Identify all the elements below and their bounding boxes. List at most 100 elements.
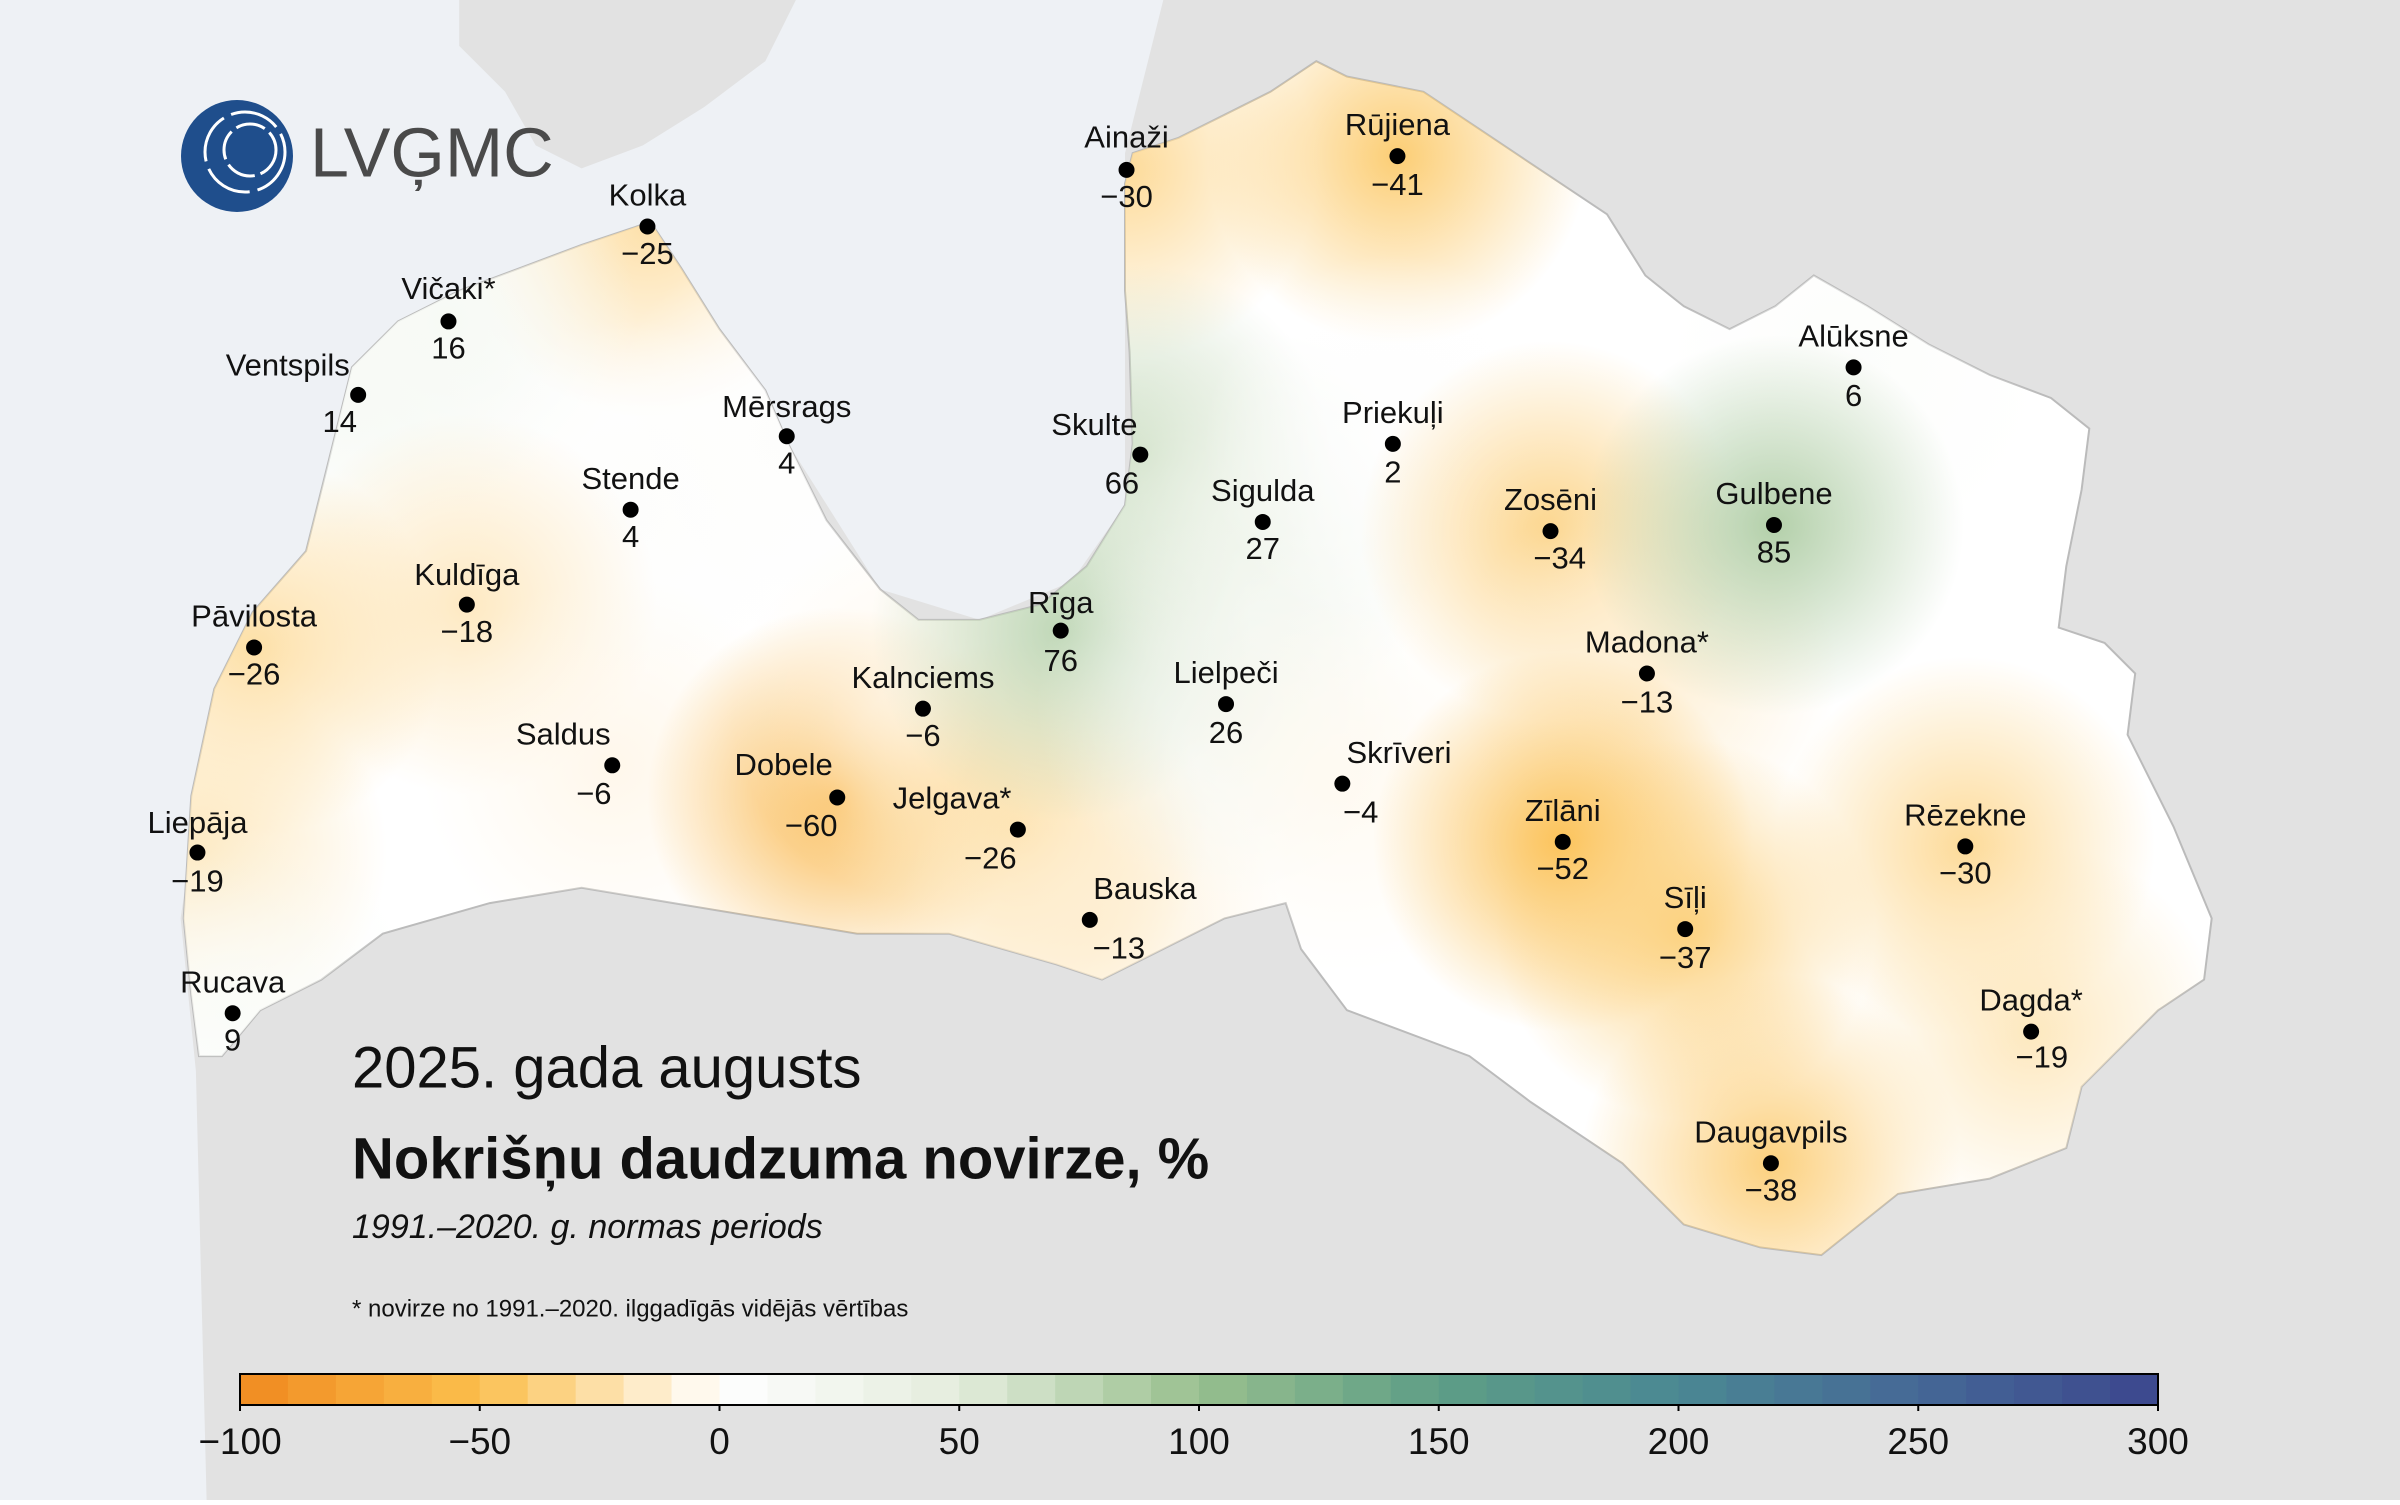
colorbar-step xyxy=(1870,1374,1919,1405)
station-dot xyxy=(829,789,846,806)
colorbar: −100 −50 0 50 100 150 200 250 300 xyxy=(198,1373,2189,1462)
colorbar-step xyxy=(719,1374,768,1405)
station-value: 85 xyxy=(1757,534,1791,569)
colorbar-tick-label: −100 xyxy=(198,1421,281,1462)
station-value: 4 xyxy=(622,519,639,554)
colorbar-step xyxy=(1486,1374,1536,1405)
station-dot xyxy=(1218,696,1235,713)
station-dot xyxy=(1334,775,1351,792)
colorbar-step xyxy=(815,1374,864,1405)
colorbar-step xyxy=(479,1374,529,1405)
station-value: −41 xyxy=(1371,167,1424,202)
station-value: −6 xyxy=(905,718,940,753)
station-name: Pāvilosta xyxy=(191,599,318,634)
station-value: −18 xyxy=(441,614,494,649)
station-name: Kuldīga xyxy=(414,557,520,592)
colorbar-step xyxy=(1199,1374,1248,1405)
station-dot xyxy=(1762,1155,1779,1172)
colorbar-step xyxy=(623,1374,673,1405)
colorbar-step xyxy=(1151,1374,1200,1405)
colorbar-step xyxy=(1966,1374,2015,1405)
station-value: −4 xyxy=(1343,794,1378,829)
station-name: Kolka xyxy=(609,178,687,213)
station-value: 4 xyxy=(778,445,795,480)
station-value: −37 xyxy=(1659,940,1712,975)
station-name: Bauska xyxy=(1093,871,1197,906)
station-dot xyxy=(639,218,656,235)
station-name: Daugavpils xyxy=(1694,1114,1847,1149)
colorbar-step xyxy=(431,1374,481,1405)
colorbar-step xyxy=(1246,1374,1296,1405)
colorbar-step xyxy=(1438,1374,1488,1405)
station-name: Stende xyxy=(581,461,679,496)
colorbar-step xyxy=(1726,1374,1775,1405)
station-name: Zīlāni xyxy=(1525,793,1601,828)
station-value: −13 xyxy=(1093,931,1146,966)
station-name: Skulte xyxy=(1051,407,1137,442)
colorbar-step xyxy=(1774,1374,1823,1405)
colorbar-step xyxy=(1055,1374,1104,1405)
station-value: 14 xyxy=(323,404,357,439)
station-dot xyxy=(1254,513,1271,530)
station-name: Rēzekne xyxy=(1904,798,2026,833)
colorbar-tick-label: 100 xyxy=(1168,1421,1230,1462)
island xyxy=(459,0,796,169)
station-dot xyxy=(1118,161,1135,178)
station-value: 2 xyxy=(1384,455,1401,490)
station-dot xyxy=(1638,665,1655,682)
colorbar-step xyxy=(2062,1374,2111,1405)
station-value: −30 xyxy=(1100,179,1153,214)
station-dot xyxy=(1052,622,1069,639)
station-value: 66 xyxy=(1105,465,1139,500)
colorbar-step xyxy=(1342,1374,1392,1405)
station-dot xyxy=(224,1005,241,1022)
station-dot xyxy=(1542,523,1559,540)
colorbar-step xyxy=(1630,1374,1679,1405)
colorbar-tick-label: −50 xyxy=(448,1421,511,1462)
station-value: −26 xyxy=(228,657,281,692)
colorbar-tick-label: 200 xyxy=(1648,1421,1710,1462)
station-name: Priekuļi xyxy=(1342,395,1444,430)
colorbar-step xyxy=(1582,1374,1632,1405)
station-dot xyxy=(1957,838,1974,855)
station-name: Rucava xyxy=(180,964,286,999)
stations: Kolka −25 Vičaki* 16 Ventspils 14 Mērsrags 4 Ste… xyxy=(147,107,2082,1207)
station-name: Zosēni xyxy=(1504,482,1597,517)
station-name: Lielpeči xyxy=(1173,655,1278,690)
station-value: 6 xyxy=(1845,378,1862,413)
station-dot xyxy=(1765,517,1782,533)
colorbar-tick-label: 250 xyxy=(1887,1421,1949,1462)
colorbar-step xyxy=(240,1374,289,1405)
station-name: Kalnciems xyxy=(851,660,994,695)
colorbar-step xyxy=(1103,1374,1152,1405)
station-name: Skrīveri xyxy=(1346,735,1451,770)
station-name: Ventspils xyxy=(226,348,350,383)
station-dot xyxy=(604,757,621,774)
station-name: Rūjiena xyxy=(1345,107,1451,142)
station-name: Sigulda xyxy=(1211,473,1315,508)
station-dot xyxy=(1845,359,1862,376)
subtitle: 1991.–2020. g. normas periods xyxy=(352,1208,823,1246)
colorbar-tick-label: 300 xyxy=(2127,1421,2189,1462)
logo-text: LVĢMC xyxy=(310,113,554,191)
colorbar-tick-label: 50 xyxy=(939,1421,980,1462)
station-dot xyxy=(189,844,206,861)
station-value: −19 xyxy=(2016,1039,2069,1074)
colorbar-step xyxy=(287,1374,337,1405)
colorbar-step xyxy=(2014,1374,2063,1405)
colorbar-step xyxy=(1678,1374,1727,1405)
station-value: 16 xyxy=(431,331,465,366)
logo: LVĢMC xyxy=(181,100,554,212)
station-name: Gulbene xyxy=(1715,476,1832,511)
station-value: 9 xyxy=(224,1023,241,1058)
station-dot xyxy=(1554,833,1571,850)
station-name: Mērsrags xyxy=(722,389,851,424)
station-dot xyxy=(350,386,367,403)
logo-ring xyxy=(222,122,278,178)
logo-ring xyxy=(203,110,287,194)
station-value: −13 xyxy=(1621,684,1674,719)
station-name: Jelgava* xyxy=(893,781,1012,816)
colorbar-step xyxy=(1390,1374,1440,1405)
